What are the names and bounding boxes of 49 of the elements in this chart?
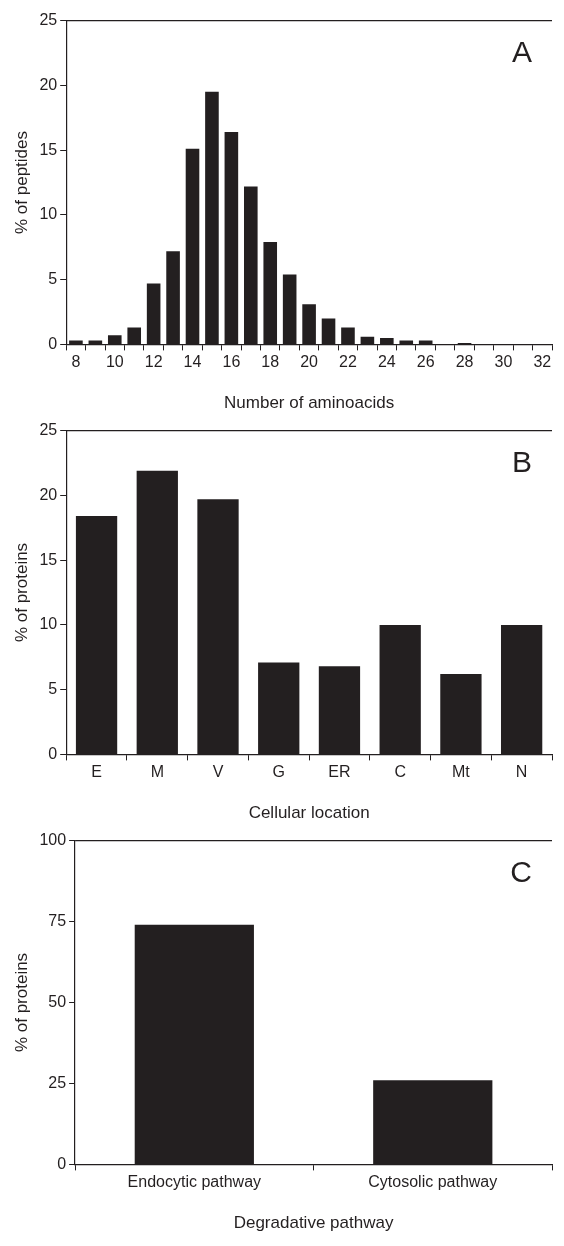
y-axis-title: % of peptides xyxy=(11,130,31,235)
x-tick-label: N xyxy=(515,763,528,781)
y-tick-label: 25 xyxy=(39,421,58,439)
x-tick-label: V xyxy=(212,763,224,781)
y-tick-label: 100 xyxy=(39,831,67,849)
x-tick-label: Endocytic pathway xyxy=(127,1173,262,1191)
x-tick-label: 22 xyxy=(339,353,357,371)
y-tick-label: 5 xyxy=(48,680,58,698)
y-tick-label: 25 xyxy=(39,11,58,29)
x-tick-label: 30 xyxy=(494,353,513,371)
y-tick-label: 75 xyxy=(48,911,67,929)
x-tick-label: 14 xyxy=(183,353,202,371)
y-tick-label: 10 xyxy=(39,205,58,223)
x-tick-label: G xyxy=(272,763,285,781)
y-axis-title: % of proteins xyxy=(11,952,31,1053)
x-tick-label: E xyxy=(91,763,102,781)
y-axis-title: % of proteins xyxy=(11,542,31,643)
x-axis-title: Degradative pathway xyxy=(233,1213,394,1233)
x-axis-title: Cellular location xyxy=(248,803,370,823)
x-tick-label: 16 xyxy=(222,353,241,371)
annotation: C xyxy=(510,854,532,888)
x-tick-label: 26 xyxy=(416,353,435,371)
x-tick-label: 8 xyxy=(71,353,81,371)
y-tick-label: 0 xyxy=(48,744,58,762)
y-tick-label: 25 xyxy=(48,1073,67,1091)
x-tick-label: 12 xyxy=(144,353,163,371)
x-tick-label: 18 xyxy=(261,353,280,371)
x-tick-label: C xyxy=(394,763,406,781)
y-tick-label: 15 xyxy=(39,550,58,568)
y-tick-label: 20 xyxy=(39,485,58,503)
x-tick-label: Mt xyxy=(452,763,471,781)
y-tick-label: 5 xyxy=(48,270,58,288)
y-tick-label: 0 xyxy=(57,1154,67,1172)
y-tick-label: 20 xyxy=(39,75,58,93)
x-tick-label: M xyxy=(150,763,164,781)
x-tick-label: 32 xyxy=(533,353,552,371)
x-tick-label: 20 xyxy=(300,353,319,371)
x-tick-label: Cytosolic pathway xyxy=(368,1173,498,1191)
annotation: B xyxy=(511,444,532,478)
x-tick-label: 24 xyxy=(377,353,396,371)
annotation: A xyxy=(511,34,532,68)
x-axis-title: Number of aminoacids xyxy=(224,393,395,413)
y-tick-label: 0 xyxy=(48,334,58,352)
y-tick-label: 10 xyxy=(39,615,58,633)
x-tick-label: ER xyxy=(328,763,351,781)
y-tick-label: 15 xyxy=(39,140,58,158)
x-tick-label: 28 xyxy=(455,353,474,371)
y-tick-label: 50 xyxy=(48,992,67,1010)
x-tick-label: 10 xyxy=(105,353,124,371)
